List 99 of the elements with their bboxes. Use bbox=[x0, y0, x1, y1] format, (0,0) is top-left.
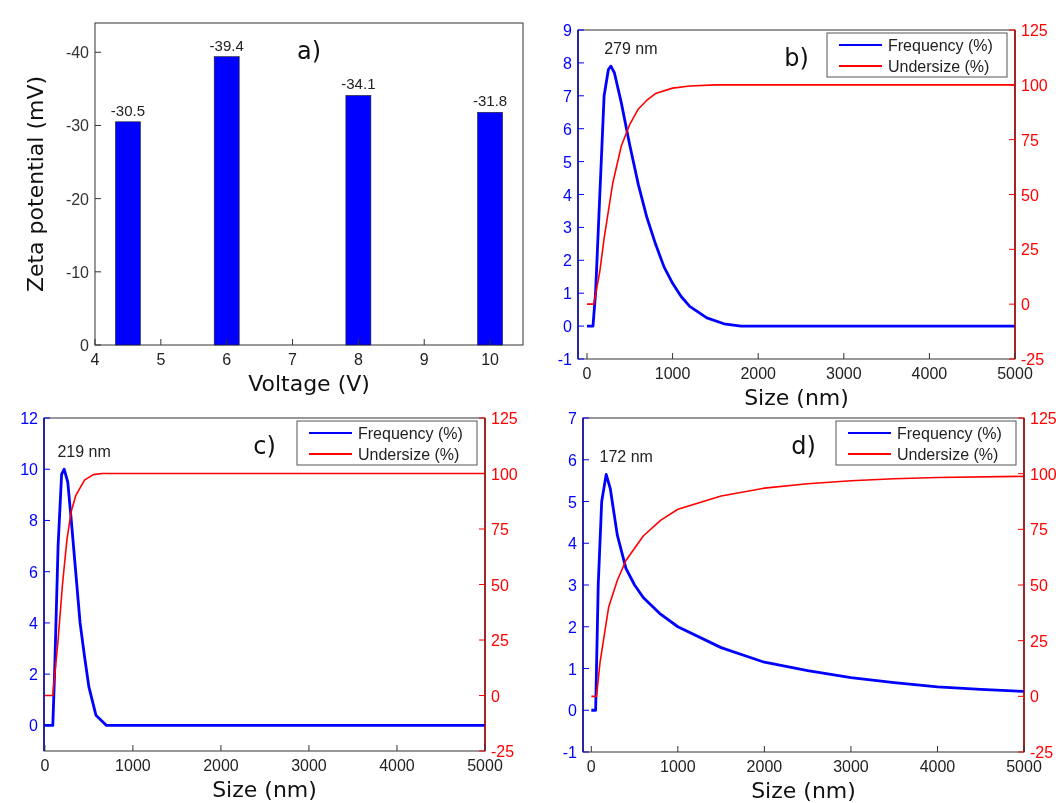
data-label: -34.1 bbox=[341, 75, 376, 93]
x-tick-label: 5000 bbox=[467, 757, 503, 774]
y2-tick-label: -25 bbox=[1030, 744, 1054, 761]
y-tick-label: -10 bbox=[65, 263, 90, 281]
y2-tick-label: 0 bbox=[1030, 688, 1039, 706]
y-tick-label: 6 bbox=[563, 120, 573, 138]
legend-label: Frequency (%) bbox=[888, 37, 993, 54]
y-tick-label: 5 bbox=[563, 153, 573, 171]
y-tick-label: 8 bbox=[563, 54, 573, 72]
y-tick-label: 0 bbox=[568, 702, 578, 720]
y2-tick-label: 0 bbox=[491, 687, 500, 705]
legend-label: Undersize (%) bbox=[897, 446, 999, 463]
y2-tick-label: 75 bbox=[1030, 521, 1048, 539]
x-tick-label: 3000 bbox=[833, 758, 869, 775]
y-tick-label: 6 bbox=[29, 563, 39, 581]
y-tick-label: 5 bbox=[568, 493, 578, 511]
x-tick-label: 1000 bbox=[654, 365, 691, 382]
y-tick-label: 6 bbox=[568, 451, 578, 469]
data-label: -30.5 bbox=[110, 101, 146, 119]
annotation: c) bbox=[253, 432, 276, 460]
data-label: -31.8 bbox=[472, 92, 508, 110]
y2-tick-label: 75 bbox=[491, 521, 509, 538]
y-tick-label: 2 bbox=[568, 618, 578, 636]
y-tick-label: 0 bbox=[563, 318, 573, 336]
y2-tick-label: 0 bbox=[1021, 296, 1030, 314]
x-axis-title: Size (nm) bbox=[744, 385, 849, 410]
x-tick-label: 7 bbox=[288, 351, 298, 368]
y2-tick-label: 100 bbox=[1021, 76, 1048, 94]
y2-tick-label: 50 bbox=[1021, 186, 1039, 204]
y2-tick-label: 100 bbox=[1030, 465, 1056, 483]
y-tick-label: 0 bbox=[29, 717, 39, 735]
x-tick-label: 9 bbox=[419, 351, 429, 368]
y-tick-label: 2 bbox=[29, 666, 39, 684]
y2-tick-label: 50 bbox=[1030, 577, 1048, 594]
x-axis-title: Voltage (V) bbox=[248, 371, 370, 396]
y-tick-label: 8 bbox=[29, 512, 39, 530]
y2-tick-label: -25 bbox=[1021, 351, 1045, 368]
x-tick-label: 4000 bbox=[911, 365, 948, 382]
y-tick-label: -1 bbox=[562, 744, 578, 761]
y-tick-label: -30 bbox=[65, 117, 90, 135]
annotation: 279 nm bbox=[604, 40, 658, 58]
y2-tick-label: 25 bbox=[491, 632, 509, 649]
x-tick-label: 0 bbox=[586, 758, 596, 775]
y-tick-label: 4 bbox=[29, 614, 39, 632]
x-tick-label: 4000 bbox=[919, 758, 956, 775]
y-tick-label: 3 bbox=[563, 219, 573, 237]
x-tick-label: 5000 bbox=[997, 365, 1033, 382]
x-tick-label: 2000 bbox=[740, 365, 777, 382]
x-tick-label: 2000 bbox=[746, 758, 783, 775]
x-tick-label: 10 bbox=[481, 351, 500, 368]
x-tick-label: 5 bbox=[156, 351, 166, 368]
y2-tick-label: 125 bbox=[1021, 22, 1048, 39]
annotation: 172 nm bbox=[599, 448, 653, 466]
legend-label: Frequency (%) bbox=[358, 425, 463, 442]
y-tick-label: -20 bbox=[65, 190, 90, 208]
x-tick-label: 8 bbox=[353, 351, 363, 368]
y-tick-label: 12 bbox=[20, 410, 39, 427]
x-tick-label: 3000 bbox=[291, 757, 327, 774]
x-axis-title: Size (nm) bbox=[751, 778, 856, 803]
y2-tick-label: 125 bbox=[491, 410, 518, 427]
y-tick-label: 0 bbox=[80, 337, 90, 354]
y-tick-label: 3 bbox=[568, 577, 578, 594]
x-tick-label: 6 bbox=[222, 351, 232, 368]
y2-tick-label: 125 bbox=[1030, 410, 1056, 427]
y-tick-label: 4 bbox=[563, 186, 573, 204]
y-tick-label: 2 bbox=[563, 252, 573, 270]
y-tick-label: 7 bbox=[568, 410, 578, 427]
y2-tick-label: 25 bbox=[1030, 632, 1048, 650]
x-tick-label: 1000 bbox=[115, 757, 151, 774]
data-label: -39.4 bbox=[209, 36, 244, 54]
y-tick-label: -1 bbox=[557, 351, 573, 368]
y-axis-title: Zeta potential (mV) bbox=[23, 75, 48, 293]
y-tick-label: 10 bbox=[20, 461, 39, 479]
x-tick-label: 4000 bbox=[379, 757, 415, 774]
y-tick-label: 7 bbox=[563, 87, 573, 105]
x-tick-label: 2000 bbox=[203, 757, 239, 774]
y-tick-label: -40 bbox=[65, 44, 90, 62]
x-tick-label: 0 bbox=[582, 365, 592, 382]
annotation: a) bbox=[296, 37, 322, 65]
y2-tick-label: -25 bbox=[491, 743, 515, 760]
y-tick-label: 1 bbox=[568, 660, 578, 678]
annotation: b) bbox=[784, 44, 809, 72]
annotation: d) bbox=[791, 432, 816, 460]
y-tick-label: 4 bbox=[568, 535, 578, 553]
y2-tick-label: 100 bbox=[491, 465, 518, 483]
y2-tick-label: 25 bbox=[1021, 241, 1039, 259]
x-tick-label: 5000 bbox=[1006, 758, 1042, 775]
x-axis-title: Size (nm) bbox=[212, 777, 317, 802]
y-tick-label: 1 bbox=[563, 285, 573, 303]
legend-label: Frequency (%) bbox=[897, 425, 1002, 442]
legend-label: Undersize (%) bbox=[888, 58, 990, 75]
x-tick-label: 0 bbox=[40, 757, 50, 774]
y2-tick-label: 75 bbox=[1021, 131, 1039, 149]
y2-tick-label: 50 bbox=[491, 576, 509, 594]
legend-label: Undersize (%) bbox=[358, 446, 460, 463]
annotation: 219 nm bbox=[57, 443, 111, 461]
x-tick-label: 1000 bbox=[660, 758, 696, 775]
y-tick-label: 9 bbox=[563, 22, 573, 39]
x-tick-label: 3000 bbox=[826, 365, 862, 382]
